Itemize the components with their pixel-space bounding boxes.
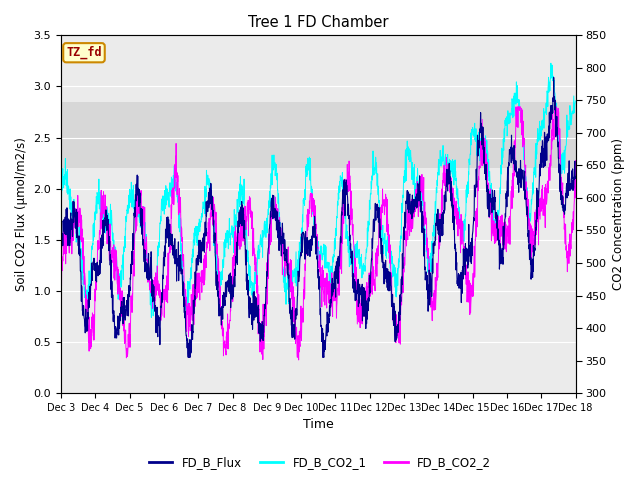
FD_B_CO2_1 (557, 157, 565, 163)
Text: TZ_fd: TZ_fd (66, 46, 102, 60)
FD_B_Flux (572, 174, 579, 180)
FD_B_Flux (83, 315, 91, 321)
FD_B_CO2_2 (83, 311, 91, 316)
FD_B_CO2_2 (557, 174, 565, 180)
FD_B_Flux (184, 354, 192, 360)
FD_B_CO2_2 (512, 104, 520, 110)
FD_B_CO2_2 (572, 157, 579, 163)
FD_B_Flux (308, 248, 316, 253)
FD_B_CO2_2 (294, 343, 301, 348)
Y-axis label: CO2 Concentration (ppm): CO2 Concentration (ppm) (612, 138, 625, 290)
FD_B_CO2_1 (308, 183, 316, 189)
FD_B_CO2_2 (308, 214, 316, 220)
FD_B_CO2_1 (294, 257, 301, 263)
FD_B_CO2_2 (557, 182, 564, 188)
FD_B_Flux (557, 197, 564, 203)
FD_B_Flux (557, 189, 565, 194)
Bar (61, 102, 575, 168)
X-axis label: Time: Time (303, 419, 333, 432)
FD_B_Flux (294, 281, 301, 287)
Line: FD_B_CO2_1: FD_B_CO2_1 (61, 63, 575, 317)
FD_B_Flux (463, 258, 470, 264)
Line: FD_B_CO2_2: FD_B_CO2_2 (61, 107, 575, 360)
FD_B_CO2_1 (57, 199, 65, 204)
FD_B_CO2_1 (557, 151, 564, 157)
Title: Tree 1 FD Chamber: Tree 1 FD Chamber (248, 15, 388, 30)
FD_B_CO2_1 (547, 60, 555, 66)
FD_B_CO2_1 (83, 294, 91, 300)
FD_B_CO2_1 (463, 200, 470, 205)
FD_B_CO2_2 (57, 269, 65, 275)
FD_B_CO2_1 (572, 98, 579, 104)
Legend: FD_B_Flux, FD_B_CO2_1, FD_B_CO2_2: FD_B_Flux, FD_B_CO2_1, FD_B_CO2_2 (144, 452, 496, 474)
FD_B_Flux (550, 74, 557, 80)
FD_B_Flux (57, 237, 65, 242)
FD_B_CO2_2 (295, 357, 303, 363)
FD_B_CO2_2 (463, 263, 470, 269)
FD_B_CO2_1 (148, 314, 156, 320)
Line: FD_B_Flux: FD_B_Flux (61, 77, 575, 357)
Y-axis label: Soil CO2 Flux (μmol/m2/s): Soil CO2 Flux (μmol/m2/s) (15, 137, 28, 291)
